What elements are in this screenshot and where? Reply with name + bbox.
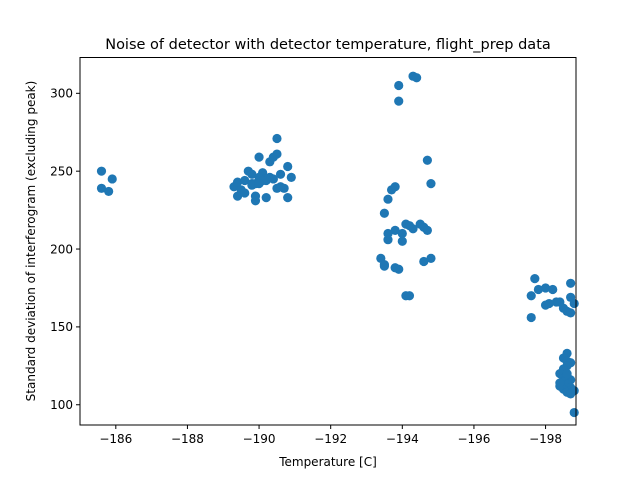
data-point	[390, 225, 400, 235]
data-point	[544, 298, 554, 309]
data-point	[566, 308, 576, 318]
x-tick-label: −190	[243, 432, 276, 446]
data-point	[394, 80, 404, 91]
data-point	[566, 389, 576, 399]
data-point	[397, 236, 407, 246]
data-point	[397, 228, 407, 239]
data-point	[379, 208, 389, 218]
data-point	[283, 161, 293, 172]
data-point	[247, 180, 257, 190]
data-point	[383, 194, 393, 204]
data-point	[555, 378, 565, 388]
data-point	[530, 274, 540, 284]
data-point	[254, 152, 264, 162]
x-tick-label: −188	[171, 432, 204, 446]
data-point	[562, 369, 572, 379]
data-point	[107, 174, 117, 184]
y-axis-label: Standard deviation of interferogram (exc…	[24, 81, 38, 402]
data-point	[419, 256, 429, 267]
x-tick-label: −186	[99, 432, 132, 446]
data-point	[412, 73, 422, 83]
data-point	[261, 193, 271, 203]
data-point	[286, 172, 296, 182]
data-point	[390, 182, 400, 192]
data-points	[96, 71, 579, 418]
data-point	[569, 407, 579, 418]
x-tick-label: −196	[457, 432, 490, 446]
y-tick-label: 200	[50, 242, 73, 256]
data-point	[272, 149, 282, 159]
x-tick-label: −198	[529, 432, 562, 446]
data-point	[272, 133, 282, 144]
data-point	[426, 253, 436, 263]
data-point	[232, 191, 243, 201]
data-point	[526, 291, 536, 301]
data-point	[566, 278, 576, 288]
x-tick-label: −194	[386, 432, 419, 446]
data-point	[96, 183, 107, 193]
data-point	[379, 260, 389, 270]
data-point	[247, 169, 257, 179]
data-point	[569, 298, 579, 309]
x-axis: −186 −188 −190 −192 −194 −196 −198	[99, 425, 562, 446]
y-tick-label: 250	[50, 164, 73, 178]
data-point	[283, 193, 293, 203]
data-point	[404, 221, 415, 231]
data-point	[383, 228, 393, 239]
data-point	[268, 174, 278, 184]
data-point	[390, 263, 400, 273]
x-axis-label: Temperature [C]	[278, 455, 377, 469]
y-axis: 100 150 200 250 300	[50, 87, 80, 412]
data-point	[96, 166, 107, 176]
data-point	[422, 225, 432, 235]
data-point	[540, 283, 551, 293]
data-point	[232, 177, 243, 187]
data-point	[548, 284, 558, 295]
data-point	[254, 179, 264, 189]
data-point	[533, 284, 544, 295]
y-tick-label: 100	[50, 398, 73, 412]
data-point	[250, 191, 261, 201]
data-point	[275, 182, 286, 192]
data-point	[426, 179, 436, 189]
x-tick-label: −192	[314, 432, 347, 446]
plot-frame	[79, 57, 577, 426]
data-point	[551, 297, 561, 307]
data-point	[526, 312, 536, 323]
chart-title: Noise of detector with detector temperat…	[105, 37, 551, 53]
data-point	[394, 96, 404, 106]
y-tick-label: 300	[50, 87, 73, 101]
y-tick-label: 150	[50, 320, 73, 334]
data-point	[275, 169, 286, 179]
data-point	[240, 175, 250, 186]
data-point	[240, 188, 250, 198]
data-point	[422, 155, 432, 165]
data-point	[404, 291, 415, 301]
data-point	[104, 186, 114, 197]
